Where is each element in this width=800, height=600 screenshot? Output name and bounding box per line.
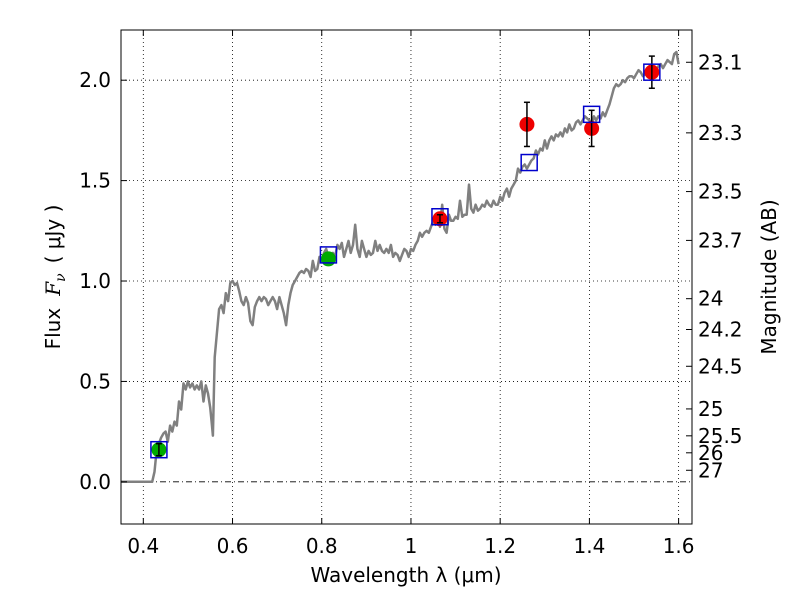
magnitude-tick-label: 25.5 <box>698 424 743 448</box>
photometry-markers <box>150 55 661 459</box>
y-axis-label-unit: ( μJy ) <box>41 205 65 264</box>
y-tick-label: 2.0 <box>79 68 111 92</box>
x-tick-label: 1 <box>405 534 418 558</box>
y-tick-label: 0.5 <box>79 369 111 393</box>
y-tick-label: 0.0 <box>79 470 111 494</box>
y2-axis-label: Magnitude (AB) <box>757 199 781 354</box>
magnitude-tick-label: 25 <box>698 397 723 421</box>
sed-model-line <box>121 50 680 484</box>
x-tick-label: 0.4 <box>127 534 159 558</box>
magnitude-tick-label: 24.5 <box>698 354 743 378</box>
magnitude-tick-label: 23.7 <box>698 228 743 252</box>
optical-point-marker <box>320 251 336 267</box>
x-tick-label: 0.6 <box>217 534 249 558</box>
magnitude-tick-label: 27 <box>698 458 723 482</box>
y-tick-label: 1.0 <box>79 269 111 293</box>
x-tick-label: 1.6 <box>663 534 695 558</box>
magnitude-tick-label: 23.3 <box>698 121 743 145</box>
y-axis-label: Flux Fν ( μJy ) <box>41 205 69 350</box>
model-photometry-marker <box>520 153 538 172</box>
magnitude-tick-label: 26 <box>698 441 723 465</box>
grid <box>121 30 692 524</box>
magnitude-tick-label: 24 <box>698 287 723 311</box>
model-photometry-marker <box>582 105 601 124</box>
magnitude-tick-label: 23.5 <box>698 180 743 204</box>
x-tick-label: 0.8 <box>306 534 338 558</box>
plot-frame <box>120 29 693 525</box>
x-tick-label: 1.2 <box>484 534 516 558</box>
model-photometry-marker <box>319 246 338 264</box>
y-axis-label-symbol: F <box>41 281 65 297</box>
model-photometry-marker <box>150 440 168 459</box>
magnitude-tick-label: 24.2 <box>698 317 743 341</box>
x-axis-label: Wavelength λ (μm) <box>310 563 501 587</box>
x-tick-label: 1.4 <box>573 534 605 558</box>
x-axis: 0.4 0.6 0.8 1 1.2 1.4 1.6 <box>127 30 695 558</box>
y-axis-label-flux: Flux <box>41 308 65 350</box>
y-axis-label-subscript: ν <box>53 273 69 282</box>
model-photometry-marker <box>643 63 661 81</box>
magnitude-tick-label: 23.1 <box>698 50 743 74</box>
y-axis-left: 0.0 0.5 1.0 1.5 2.0 <box>79 68 127 494</box>
y-tick-label: 1.5 <box>79 169 111 193</box>
model-photometry-marker <box>431 208 449 226</box>
